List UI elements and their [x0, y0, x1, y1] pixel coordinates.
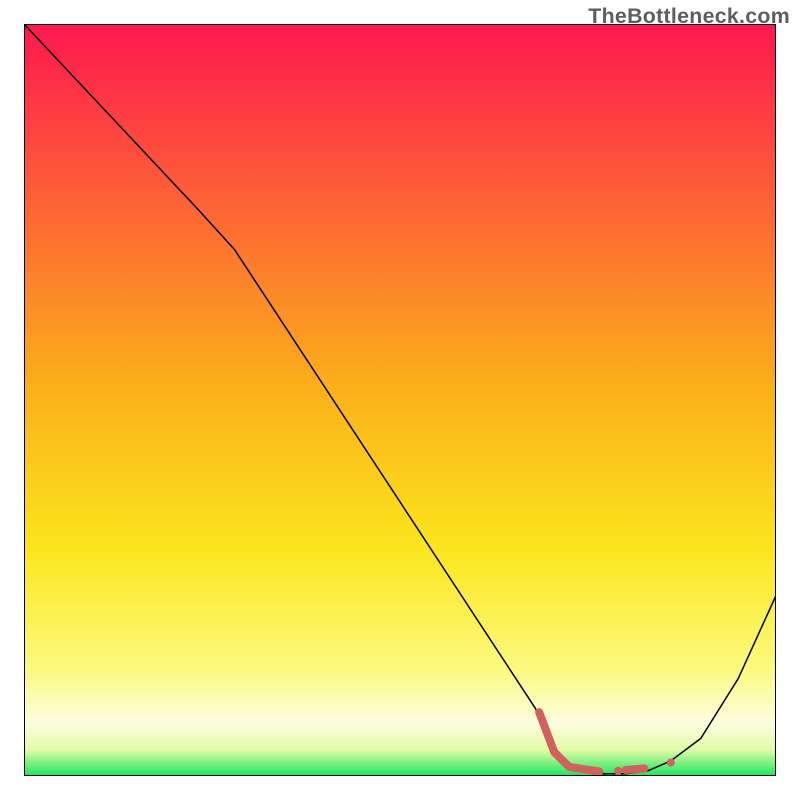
- plot-area: [24, 24, 776, 776]
- marker-dot: [667, 758, 675, 766]
- watermark-text: TheBottleneck.com: [588, 4, 790, 29]
- marker-segment: [626, 768, 645, 770]
- gradient-background: [24, 24, 776, 776]
- marker-dot: [614, 767, 622, 775]
- chart-container: TheBottleneck.com: [0, 0, 800, 800]
- chart-svg: [0, 0, 800, 800]
